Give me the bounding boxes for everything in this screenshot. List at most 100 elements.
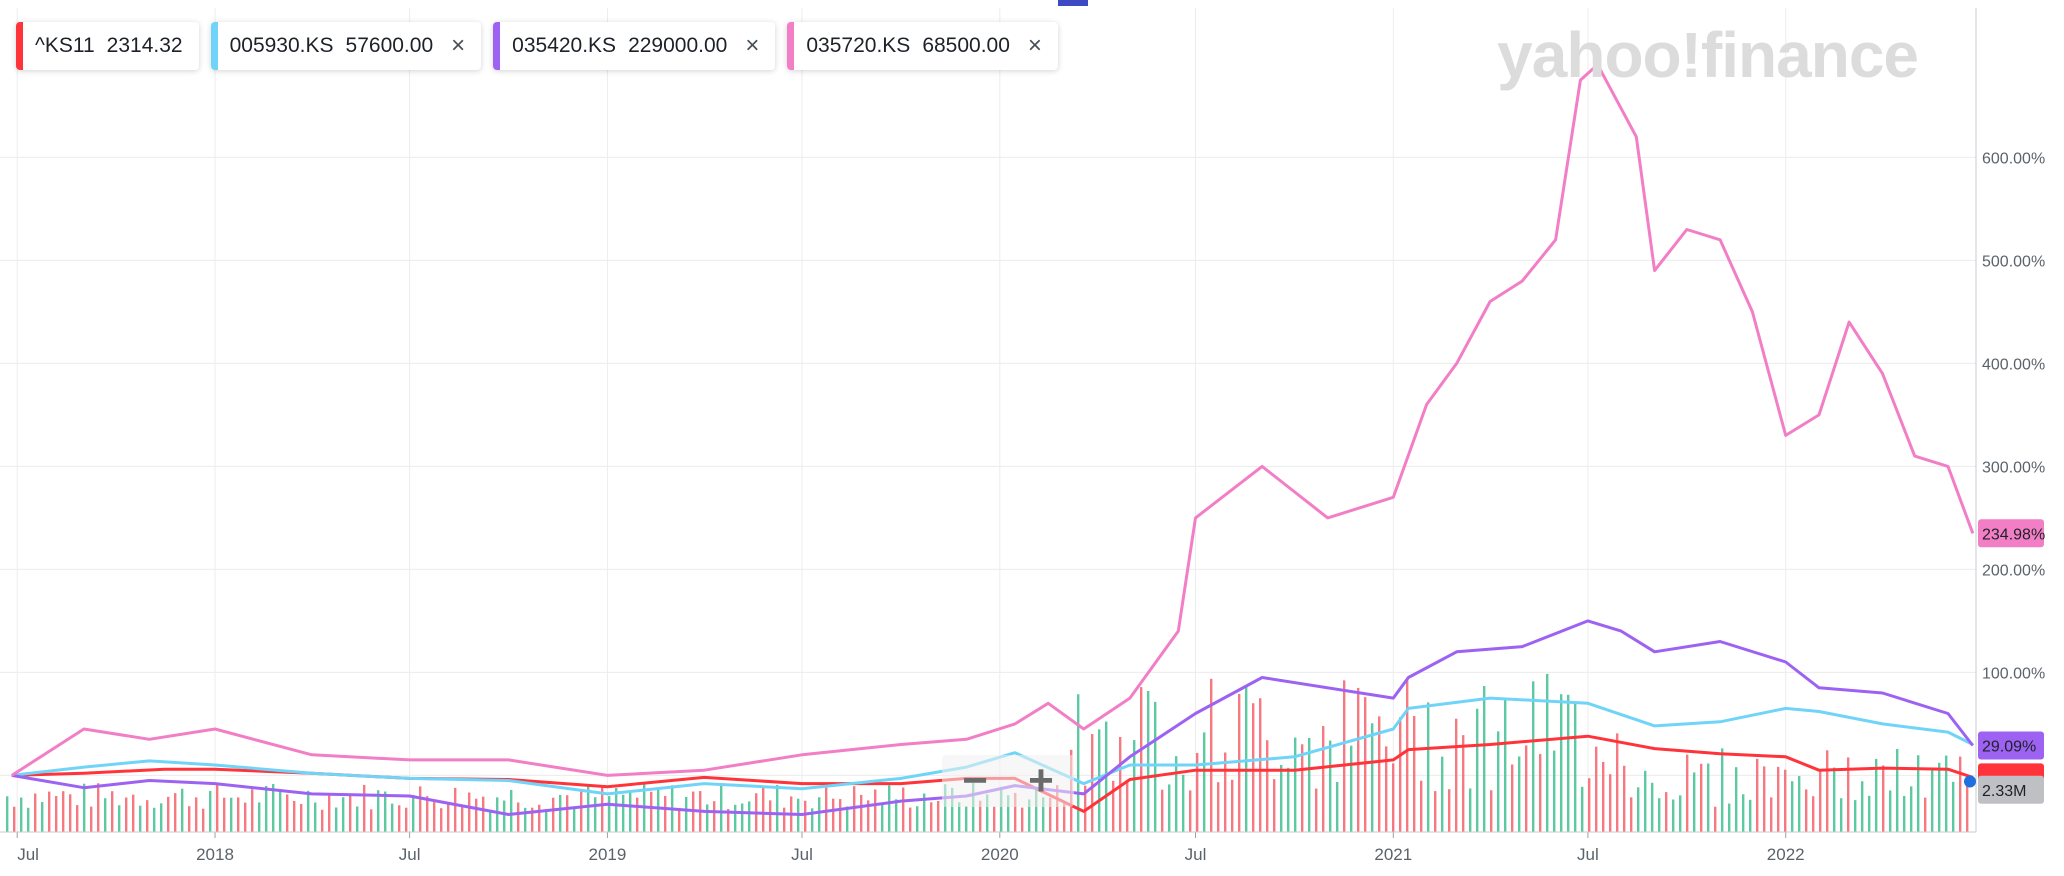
legend-chip-035720[interactable]: 035720.KS 68500.00 ×	[787, 22, 1058, 70]
volume-bar	[307, 790, 310, 832]
volume-bar	[1826, 750, 1829, 832]
volume-bar	[195, 797, 198, 832]
volume-bar	[1742, 794, 1745, 832]
end-label-bg	[1978, 519, 2044, 548]
volume-bar	[1805, 789, 1808, 832]
volume-bar	[734, 804, 737, 832]
volume-bar	[1833, 767, 1836, 832]
volume-bar	[237, 797, 240, 832]
legend-swatch-005930	[210, 22, 218, 70]
close-icon[interactable]: ×	[745, 32, 760, 59]
volume-bar	[83, 783, 86, 832]
volume-bar	[258, 802, 261, 832]
volume-bar	[1854, 800, 1857, 832]
volume-bar	[853, 786, 856, 832]
volume-bar	[741, 803, 744, 832]
y-tick-label: 200.00%	[1982, 562, 2045, 579]
volume-bar	[1798, 776, 1801, 832]
volume-bar	[783, 807, 786, 832]
legend-chip-005930[interactable]: 005930.KS 57600.00 ×	[210, 22, 482, 70]
volume-bar	[517, 802, 520, 832]
volume-bar	[1945, 755, 1948, 832]
volume-bar	[545, 809, 548, 832]
volume-bar	[762, 786, 765, 832]
close-icon[interactable]: ×	[451, 32, 466, 59]
volume-bar	[1735, 767, 1738, 832]
volume-bar	[706, 804, 709, 832]
volume-bar	[370, 809, 373, 832]
volume-bar	[1273, 779, 1276, 832]
x-tick-label: Jul	[17, 845, 39, 864]
volume-bar	[664, 795, 667, 832]
volume-bar	[188, 806, 191, 832]
volume-bar	[1168, 784, 1171, 832]
volume-bar	[1924, 797, 1927, 832]
volume-bar	[1847, 757, 1850, 832]
volume-bar	[1840, 798, 1843, 832]
volume-bar	[1224, 752, 1227, 832]
volume-bar	[538, 804, 541, 832]
volume-bar	[286, 794, 289, 832]
volume-bar	[1021, 807, 1024, 832]
volume-bar	[6, 796, 9, 832]
x-tick-label: Jul	[1185, 845, 1207, 864]
volume-bar	[573, 806, 576, 832]
volume-bar	[1049, 797, 1052, 832]
volume-bar	[1077, 694, 1080, 832]
volume-bar	[1693, 772, 1696, 832]
volume-bar	[1406, 678, 1409, 832]
volume-bar	[1581, 786, 1584, 832]
volume-bar	[475, 798, 478, 832]
volume-bar	[720, 783, 723, 832]
y-tick-label: 400.00%	[1982, 356, 2045, 373]
volume-bar	[1203, 732, 1206, 832]
x-tick-label: 2022	[1767, 845, 1805, 864]
volume-bar	[153, 807, 156, 832]
volume-bar	[1238, 693, 1241, 832]
volume-bar	[881, 803, 884, 832]
series-line-035720ks[interactable]	[10, 63, 1975, 777]
volume-bar	[139, 805, 142, 832]
volume-bar	[328, 793, 331, 832]
end-label-bg	[1978, 775, 2044, 804]
zoom-in-button[interactable]: +	[1028, 756, 1054, 805]
volume-bar	[335, 807, 338, 832]
volume-bar	[1217, 782, 1220, 832]
volume-bar	[1056, 785, 1059, 832]
x-tick-label: Jul	[399, 845, 421, 864]
volume-bar	[1637, 787, 1640, 832]
x-tick-label: 2021	[1374, 845, 1412, 864]
volume-bar	[524, 807, 527, 832]
volume-bar	[1455, 718, 1458, 832]
volume-bar	[433, 802, 436, 832]
volume-bar	[1462, 735, 1465, 832]
volume-bar	[160, 803, 163, 832]
end-label-text: 29.09%	[1982, 738, 2036, 755]
volume-bar	[1931, 768, 1934, 832]
volume-bar	[1490, 790, 1493, 832]
volume-bar	[552, 797, 555, 832]
volume-bar	[1595, 746, 1598, 832]
volume-bar	[1546, 673, 1549, 832]
volume-bar	[811, 808, 814, 832]
legend-chip-035420[interactable]: 035420.KS 229000.00 ×	[493, 22, 776, 70]
volume-bar	[1588, 778, 1591, 832]
x-tick-label: Jul	[1577, 845, 1599, 864]
close-icon[interactable]: ×	[1027, 32, 1042, 59]
volume-bar	[1525, 745, 1528, 832]
legend-chip-ks11[interactable]: ^KS11 2314.32	[16, 22, 199, 70]
volume-bar	[1154, 701, 1157, 832]
volume-bar	[447, 803, 450, 832]
volume-bar	[293, 800, 296, 832]
volume-bar	[629, 792, 632, 832]
volume-bar	[748, 801, 751, 832]
volume-bar	[1623, 765, 1626, 832]
x-tick-label: 2020	[981, 845, 1019, 864]
volume-bar	[615, 787, 618, 832]
series-line-035420ks[interactable]	[11, 619, 1974, 816]
zoom-out-button[interactable]: −	[962, 756, 988, 805]
volume-bar	[1294, 737, 1297, 832]
volume-bar	[1679, 795, 1682, 832]
